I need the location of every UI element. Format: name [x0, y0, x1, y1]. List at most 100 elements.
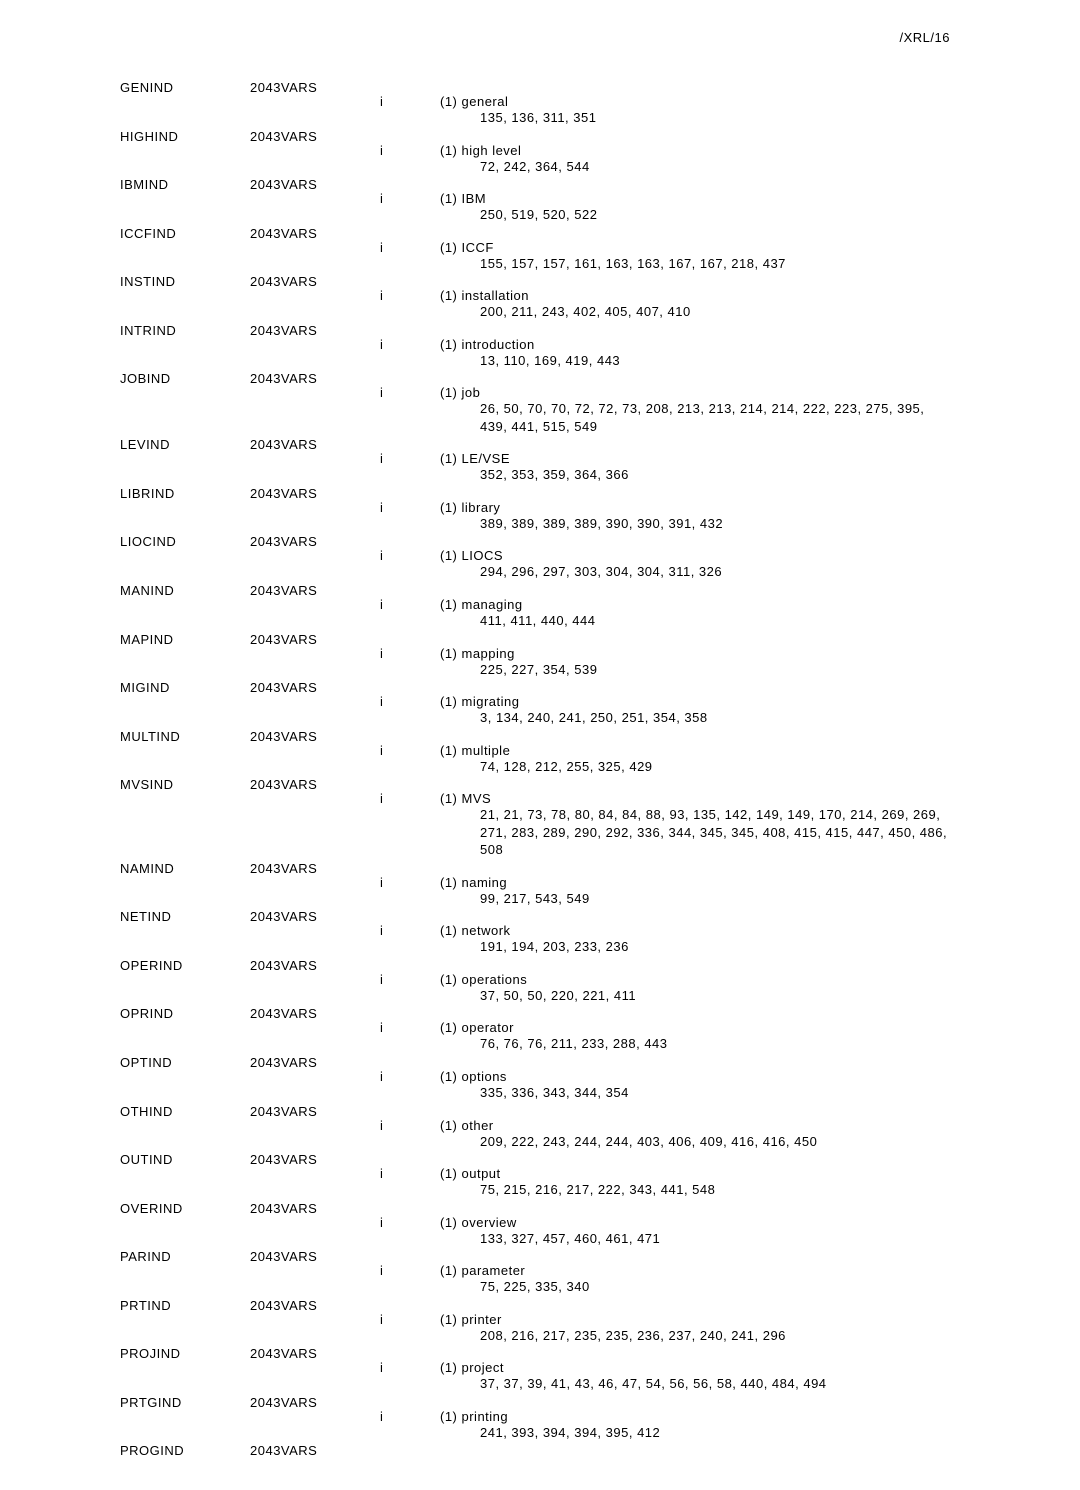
entry-marker: i — [380, 1104, 440, 1133]
entry-marker: i — [380, 129, 440, 158]
entry-title: (1) job — [440, 385, 1040, 400]
entry-refs: 225, 227, 354, 539 — [440, 661, 950, 679]
entry-title: (1) mapping — [440, 646, 1040, 661]
index-entry: NETIND2043VARSi(1) network191, 194, 203,… — [120, 909, 1040, 956]
entry-marker: i — [380, 437, 440, 466]
entry-title: (1) high level — [440, 143, 1040, 158]
entry-key: GENIND — [120, 80, 250, 95]
entry-value: 2043VARS — [250, 534, 380, 549]
entry-marker: i — [380, 1006, 440, 1035]
entry-value: 2043VARS — [250, 1249, 380, 1264]
entry-marker: i — [380, 371, 440, 400]
entry-title: (1) installation — [440, 288, 1040, 303]
entry-refs: 74, 128, 212, 255, 325, 429 — [440, 758, 950, 776]
index-entries: GENIND2043VARSi(1) general135, 136, 311,… — [120, 80, 1040, 1458]
entry-marker: i — [380, 80, 440, 109]
entry-title: (1) options — [440, 1069, 1040, 1084]
entry-key: OVERIND — [120, 1201, 250, 1216]
entry-marker: i — [380, 177, 440, 206]
index-entry: HIGHIND2043VARSi(1) high level72, 242, 3… — [120, 129, 1040, 176]
entry-refs: 352, 353, 359, 364, 366 — [440, 466, 950, 484]
entry-description: (1) high level72, 242, 364, 544 — [440, 129, 1040, 176]
entry-title: (1) general — [440, 94, 1040, 109]
entry-refs: 389, 389, 389, 389, 390, 390, 391, 432 — [440, 515, 950, 533]
entry-refs: 21, 21, 73, 78, 80, 84, 84, 88, 93, 135,… — [440, 806, 950, 859]
entry-marker: i — [380, 861, 440, 890]
entry-value: 2043VARS — [250, 861, 380, 876]
entry-value: 2043VARS — [250, 129, 380, 144]
index-entry: PRTGIND2043VARSi(1) printing241, 393, 39… — [120, 1395, 1040, 1442]
entry-title: (1) multiple — [440, 743, 1040, 758]
entry-title: (1) IBM — [440, 191, 1040, 206]
index-entry: GENIND2043VARSi(1) general135, 136, 311,… — [120, 80, 1040, 127]
index-entry: PROGIND2043VARS — [120, 1443, 1040, 1458]
entry-marker: i — [380, 1395, 440, 1424]
index-entry: OVERIND2043VARSi(1) overview133, 327, 45… — [120, 1201, 1040, 1248]
entry-title: (1) ICCF — [440, 240, 1040, 255]
index-entry: LIOCIND2043VARSi(1) LIOCS294, 296, 297, … — [120, 534, 1040, 581]
entry-key: INTRIND — [120, 323, 250, 338]
entry-description: (1) LIOCS294, 296, 297, 303, 304, 304, 3… — [440, 534, 1040, 581]
entry-refs: 75, 225, 335, 340 — [440, 1278, 950, 1296]
entry-value: 2043VARS — [250, 1006, 380, 1021]
entry-description: (1) options335, 336, 343, 344, 354 — [440, 1055, 1040, 1102]
entry-description: (1) naming99, 217, 543, 549 — [440, 861, 1040, 908]
entry-key: LIBRIND — [120, 486, 250, 501]
index-entry: OPTIND2043VARSi(1) options335, 336, 343,… — [120, 1055, 1040, 1102]
entry-marker: i — [380, 1298, 440, 1327]
index-entry: IBMIND2043VARSi(1) IBM250, 519, 520, 522 — [120, 177, 1040, 224]
entry-description: (1) operator76, 76, 76, 211, 233, 288, 4… — [440, 1006, 1040, 1053]
entry-value: 2043VARS — [250, 323, 380, 338]
entry-title: (1) operations — [440, 972, 1040, 987]
entry-key: MAPIND — [120, 632, 250, 647]
entry-refs: 250, 519, 520, 522 — [440, 206, 950, 224]
entry-key: PROJIND — [120, 1346, 250, 1361]
entry-description: (1) operations37, 50, 50, 220, 221, 411 — [440, 958, 1040, 1005]
index-entry: OTHIND2043VARSi(1) other209, 222, 243, 2… — [120, 1104, 1040, 1151]
entry-key: MIGIND — [120, 680, 250, 695]
entry-key: MANIND — [120, 583, 250, 598]
entry-refs: 99, 217, 543, 549 — [440, 890, 950, 908]
entry-value: 2043VARS — [250, 1395, 380, 1410]
page: /XRL/16 GENIND2043VARSi(1) general135, 1… — [0, 0, 1080, 1490]
entry-key: PRTIND — [120, 1298, 250, 1313]
entry-description: (1) project37, 37, 39, 41, 43, 46, 47, 5… — [440, 1346, 1040, 1393]
entry-key: OTHIND — [120, 1104, 250, 1119]
entry-title: (1) other — [440, 1118, 1040, 1133]
entry-value: 2043VARS — [250, 729, 380, 744]
entry-refs: 26, 50, 70, 70, 72, 72, 73, 208, 213, 21… — [440, 400, 950, 435]
index-entry: LIBRIND2043VARSi(1) library389, 389, 389… — [120, 486, 1040, 533]
entry-title: (1) parameter — [440, 1263, 1040, 1278]
index-entry: MANIND2043VARSi(1) managing411, 411, 440… — [120, 583, 1040, 630]
entry-value: 2043VARS — [250, 1201, 380, 1216]
entry-value: 2043VARS — [250, 632, 380, 647]
entry-key: INSTIND — [120, 274, 250, 289]
entry-key: PROGIND — [120, 1443, 250, 1458]
entry-title: (1) introduction — [440, 337, 1040, 352]
entry-value: 2043VARS — [250, 437, 380, 452]
entry-title: (1) LIOCS — [440, 548, 1040, 563]
entry-value: 2043VARS — [250, 1298, 380, 1313]
entry-title: (1) migrating — [440, 694, 1040, 709]
entry-title: (1) output — [440, 1166, 1040, 1181]
entry-title: (1) LE/VSE — [440, 451, 1040, 466]
entry-value: 2043VARS — [250, 583, 380, 598]
entry-description: (1) job26, 50, 70, 70, 72, 72, 73, 208, … — [440, 371, 1040, 435]
entry-marker: i — [380, 1201, 440, 1230]
entry-title: (1) printer — [440, 1312, 1040, 1327]
entry-refs: 135, 136, 311, 351 — [440, 109, 950, 127]
entry-description: (1) library389, 389, 389, 389, 390, 390,… — [440, 486, 1040, 533]
entry-description: (1) managing411, 411, 440, 444 — [440, 583, 1040, 630]
index-entry: NAMIND2043VARSi(1) naming99, 217, 543, 5… — [120, 861, 1040, 908]
entry-description: (1) ICCF155, 157, 157, 161, 163, 163, 16… — [440, 226, 1040, 273]
entry-marker: i — [380, 1055, 440, 1084]
entry-title: (1) naming — [440, 875, 1040, 890]
entry-key: OPRIND — [120, 1006, 250, 1021]
entry-value: 2043VARS — [250, 274, 380, 289]
entry-refs: 209, 222, 243, 244, 244, 403, 406, 409, … — [440, 1133, 950, 1151]
index-entry: PROJIND2043VARSi(1) project37, 37, 39, 4… — [120, 1346, 1040, 1393]
index-entry: OPERIND2043VARSi(1) operations37, 50, 50… — [120, 958, 1040, 1005]
entry-marker: i — [380, 680, 440, 709]
index-entry: ICCFIND2043VARSi(1) ICCF155, 157, 157, 1… — [120, 226, 1040, 273]
index-entry: PRTIND2043VARSi(1) printer208, 216, 217,… — [120, 1298, 1040, 1345]
